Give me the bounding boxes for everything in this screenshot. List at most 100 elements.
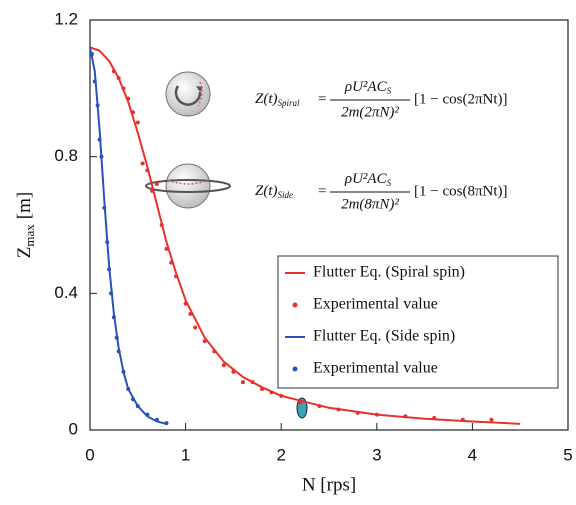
data-point: [260, 387, 265, 391]
data-point: [231, 369, 236, 374]
data-point: [89, 52, 94, 57]
data-point: [188, 311, 193, 316]
legend-swatch: [292, 366, 298, 372]
formula-lhs-main: Z(t): [255, 183, 278, 199]
formula-numerator: ρU²ACS: [344, 171, 392, 188]
data-point: [317, 404, 322, 409]
formula-lhs: Z(t)Spiral: [255, 91, 300, 108]
legend-label: Flutter Eq. (Spiral spin): [313, 264, 465, 281]
data-point: [154, 417, 159, 422]
data-point: [121, 369, 126, 374]
data-point: [135, 404, 140, 409]
data-point: [298, 400, 303, 405]
y-label-unit: [m]: [14, 192, 35, 219]
data-point: [107, 267, 112, 272]
formula-num-sub: S: [387, 178, 392, 188]
data-point: [336, 407, 341, 412]
data-point: [126, 387, 131, 391]
y-tick-label: 0: [69, 419, 78, 438]
data-point: [97, 137, 102, 142]
formula-lhs: Z(t)Side: [255, 183, 293, 200]
data-point: [159, 223, 164, 227]
formula-num-main: ρU²AC: [344, 171, 388, 187]
data-point: [111, 315, 116, 320]
x-tick-label: 2: [276, 445, 285, 464]
data-point: [489, 417, 494, 422]
data-point: [212, 349, 217, 354]
data-point: [269, 390, 274, 395]
data-point: [121, 86, 126, 91]
x-tick-label: 0: [85, 445, 94, 464]
formula-denominator: 2m(2πN)²: [341, 104, 399, 120]
data-point: [279, 393, 284, 398]
data-point: [240, 380, 245, 385]
data-point: [460, 417, 465, 422]
legend-swatch: [292, 302, 298, 308]
formula: Z(t)Spiral = ρU²ACS 2m(2πN)² [1 − cos(2πNt)]: [255, 79, 508, 120]
data-point: [116, 349, 121, 354]
legend-label: Experimental value: [313, 296, 438, 313]
x-tick-label: 3: [372, 445, 381, 464]
formula-lhs-sub: Side: [278, 190, 294, 200]
data-point: [114, 335, 119, 340]
data-point: [131, 397, 136, 402]
data-point: [140, 161, 145, 166]
data-point: [221, 363, 226, 368]
data-point: [109, 291, 114, 296]
y-label-sub: max: [22, 224, 37, 247]
data-point: [193, 325, 198, 330]
data-point: [116, 76, 121, 81]
x-tick-label: 5: [563, 445, 572, 464]
data-point: [355, 410, 360, 415]
data-point: [99, 154, 104, 159]
data-point: [111, 69, 116, 74]
legend-label: Flutter Eq. (Side spin): [313, 328, 455, 345]
data-point: [145, 412, 150, 417]
data-point: [92, 79, 97, 84]
data-point: [135, 120, 140, 125]
data-point: [202, 339, 207, 344]
formula-num-main: ρU²AC: [344, 79, 388, 95]
data-point: [164, 421, 169, 426]
x-tick-label: 1: [181, 445, 190, 464]
formula-lhs-main: Z(t): [255, 91, 278, 107]
data-point: [105, 240, 110, 245]
y-axis-label: Zmax [m]: [14, 192, 37, 258]
data-point: [174, 274, 179, 279]
formula-bracket: [1 − cos(2πNt)]: [414, 91, 508, 107]
data-point: [374, 412, 379, 417]
formula-denominator: 2m(8πN)²: [341, 196, 399, 212]
y-tick-label: 1.2: [54, 9, 78, 28]
legend-label: Experimental value: [313, 360, 438, 377]
x-axis-label: N [rps]: [302, 474, 356, 495]
data-point: [250, 380, 255, 385]
x-tick-label: 4: [468, 445, 477, 464]
data-point: [126, 96, 131, 101]
formula-bracket: [1 − cos(8πNt)]: [414, 183, 508, 199]
data-point: [169, 260, 174, 265]
series-line: [89, 46, 521, 425]
formula-num-sub: S: [387, 86, 392, 96]
data-point: [131, 110, 136, 115]
data-point: [164, 246, 169, 251]
plot-frame: [89, 19, 569, 431]
spiral-ball-icon: [165, 71, 211, 117]
formula: Z(t)Side = ρU²ACS 2m(8πN)² [1 − cos(8πNt)]: [255, 171, 508, 212]
data-point: [145, 168, 150, 173]
data-point: [432, 416, 437, 421]
data-point: [183, 301, 188, 306]
side-ball-icon: [145, 163, 231, 209]
formula-numerator: ρU²ACS: [344, 79, 392, 96]
formula-eq: =: [318, 183, 326, 199]
data-point: [154, 182, 159, 186]
formula-lhs-sub: Spiral: [278, 98, 301, 108]
y-tick-label: 0.8: [54, 146, 78, 165]
data-point: [403, 414, 408, 419]
y-label-main: Z: [14, 247, 35, 259]
data-point: [95, 103, 100, 108]
data-point: [150, 188, 155, 193]
formula-eq: =: [318, 91, 326, 107]
data-point: [102, 205, 107, 210]
